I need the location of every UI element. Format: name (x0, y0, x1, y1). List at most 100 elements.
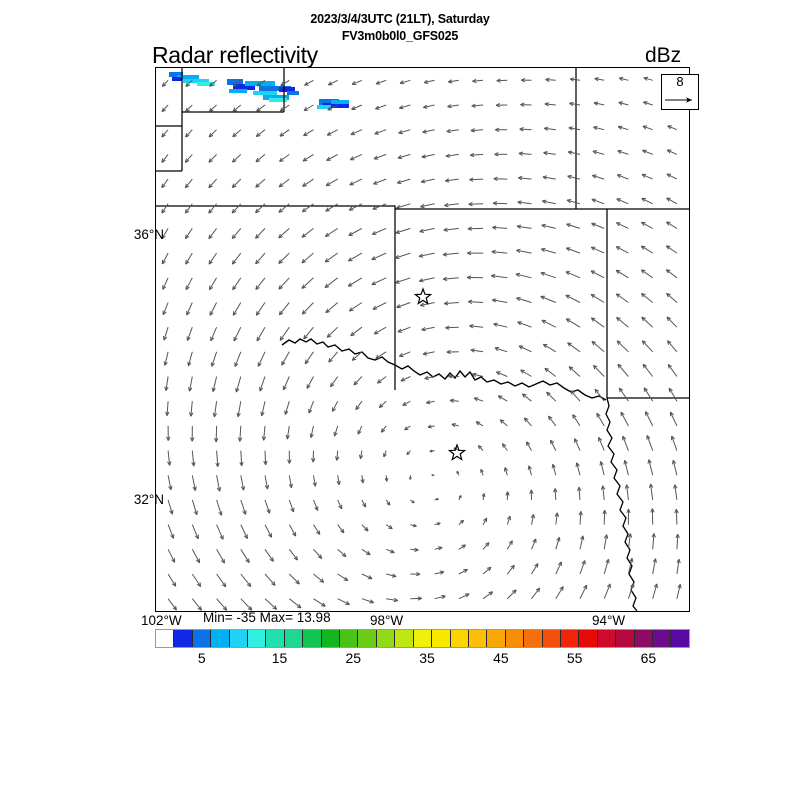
wind-vector-arrow (546, 391, 557, 402)
wind-vector-head (243, 534, 248, 539)
wind-vector-arrow (518, 345, 532, 353)
wind-vector-arrow (257, 351, 266, 367)
wind-vector-head (208, 260, 213, 265)
wind-vector-arrow (288, 598, 302, 609)
wind-vector-arrow (255, 203, 266, 214)
wind-vector-arrow (482, 517, 488, 525)
wind-vector-head (629, 557, 634, 563)
wind-vector-arrow (337, 573, 349, 582)
wind-vector-head (429, 449, 433, 453)
wind-vector-arrow (590, 246, 605, 254)
wind-vector-head (255, 208, 260, 214)
colorbar-swatch (450, 630, 469, 647)
wind-vector-arrow (216, 598, 228, 611)
colorbar-swatch (597, 630, 617, 647)
wind-vector-head (446, 349, 451, 355)
wind-vector-head (169, 509, 174, 515)
wind-vector-arrow (216, 524, 224, 540)
wind-vector-arrow (675, 509, 678, 525)
wind-vector-head (256, 107, 261, 112)
wind-vector-head (165, 411, 170, 416)
wind-vector-head (321, 602, 326, 607)
wind-vector-arrow (167, 573, 177, 587)
wind-vector-head (418, 278, 424, 283)
wind-vector-arrow (572, 414, 581, 427)
radar-echo-cell (233, 84, 255, 90)
wind-vector-arrow (279, 153, 290, 162)
wind-vector-arrow (666, 316, 678, 328)
wind-vector-head (641, 197, 646, 202)
wind-vector-head (599, 461, 604, 466)
wind-vector-arrow (499, 419, 508, 427)
wind-vector-head (493, 322, 498, 327)
colorbar-swatch (395, 630, 414, 647)
wind-vector-head (240, 486, 246, 491)
wind-vector-head (570, 390, 575, 395)
wind-vector-head (161, 234, 166, 240)
wind-vector-head (648, 483, 654, 489)
wind-vector-arrow (666, 149, 678, 155)
wind-vector-arrow (542, 200, 556, 205)
wind-vector-head (373, 155, 379, 160)
wind-vector-arrow (542, 176, 556, 180)
wind-vector-arrow (592, 150, 605, 155)
wind-vector-arrow (210, 327, 218, 342)
wind-vector-arrow (482, 591, 493, 600)
colorbar-swatch (505, 630, 525, 647)
wind-vector-arrow (231, 178, 242, 188)
wind-vector-head (444, 202, 449, 208)
map-plot-area[interactable] (155, 67, 690, 612)
wind-vector-arrow (373, 153, 387, 160)
wind-vector-arrow (337, 499, 343, 510)
wind-vector-head (517, 200, 522, 205)
wind-vector-arrow (355, 400, 363, 410)
wind-vector-head (565, 247, 571, 252)
wind-vector-head (666, 149, 672, 154)
wind-vector-arrow (280, 79, 290, 87)
wind-vector-arrow (161, 178, 169, 188)
station-marker-star (413, 287, 433, 305)
wind-vector-arrow (666, 245, 678, 254)
wind-vector-head (232, 82, 238, 87)
wind-vector-arrow (399, 351, 411, 357)
wind-vector-arrow (434, 547, 443, 550)
wind-vector-head (581, 560, 586, 565)
wind-vector-arrow (426, 400, 435, 404)
colorbar-swatch (560, 630, 580, 647)
wind-vector-arrow (255, 178, 266, 188)
wind-vector-arrow (603, 583, 611, 599)
wind-vector-head (161, 208, 166, 214)
wind-vector-head (494, 152, 499, 157)
wind-vector-arrow (361, 598, 374, 604)
wind-vector-arrow (596, 412, 605, 427)
wind-vector-head (427, 424, 432, 429)
wind-vector-arrow (191, 598, 202, 611)
wind-vector-arrow (645, 411, 654, 427)
wind-vector-head (311, 458, 316, 463)
wind-vector-head (327, 81, 333, 86)
wind-vector-arrow (361, 524, 369, 532)
wind-vector-arrow (567, 342, 581, 353)
wind-vector-arrow (208, 129, 217, 138)
wind-vector-head (535, 587, 541, 593)
colorbar[interactable] (155, 629, 690, 648)
wind-vector-head (442, 252, 448, 257)
wind-vector-arrow (186, 327, 193, 341)
wind-vector-arrow (232, 129, 242, 138)
wind-vector-head (360, 478, 365, 484)
wind-vector-arrow (445, 326, 459, 329)
wind-vector-arrow (666, 221, 678, 229)
radar-echo-cell (169, 72, 183, 77)
wind-vector-head (554, 512, 559, 517)
wind-vector-arrow (421, 326, 435, 331)
wind-vector-head (593, 125, 598, 131)
wind-vector-head (469, 152, 475, 158)
wind-vector-head (293, 555, 299, 561)
wind-vector-head (642, 149, 647, 154)
wind-vector-arrow (676, 584, 681, 599)
wind-vector-arrow (232, 79, 242, 87)
wind-vector-arrow (371, 277, 387, 286)
wind-vector-head (443, 301, 449, 306)
wind-vector-arrow (255, 154, 266, 163)
wind-vector-arrow (402, 400, 411, 406)
